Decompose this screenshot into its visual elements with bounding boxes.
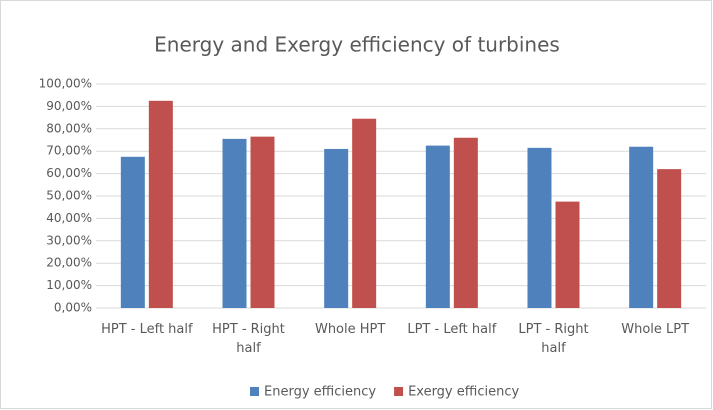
bar [425, 145, 450, 308]
y-tick-label: 50,00% [46, 189, 92, 203]
y-tick-label: 30,00% [46, 233, 92, 247]
bar [352, 118, 377, 308]
bar [222, 138, 247, 308]
x-tick-label: Whole LPT [621, 322, 690, 337]
y-tick-label: 80,00% [46, 121, 92, 135]
bar [657, 169, 682, 308]
y-tick-label: 70,00% [46, 144, 92, 158]
y-tick-label: 90,00% [46, 99, 92, 113]
bar [250, 136, 275, 308]
bar [148, 100, 173, 308]
chart-title: Energy and Exergy efficiency of turbines [154, 33, 560, 57]
x-tick-label: LPT - Left half [407, 322, 497, 337]
x-tick-label: LPT - Right half [518, 322, 589, 356]
y-tick-label: 0,00% [54, 301, 92, 315]
x-tick-label: HPT - Left half [101, 322, 193, 337]
x-tick-label: HPT - Right half [212, 322, 285, 356]
y-tick-label: 40,00% [46, 211, 92, 225]
legend-swatch [250, 387, 259, 396]
y-tick-label: 100,00% [39, 77, 92, 91]
x-tick-label: Whole HPT [314, 322, 386, 337]
bar [324, 148, 349, 308]
legend-swatch [394, 387, 404, 396]
bar [555, 201, 580, 308]
bar [629, 146, 654, 308]
bar [527, 147, 552, 308]
bar [453, 137, 478, 308]
bar [120, 156, 145, 308]
y-tick-label: 60,00% [46, 166, 92, 180]
legend-label: Exergy efficiency [408, 385, 519, 400]
y-tick-label: 10,00% [46, 278, 92, 292]
legend-label: Energy efficiency [264, 385, 376, 400]
y-tick-label: 20,00% [46, 256, 92, 270]
